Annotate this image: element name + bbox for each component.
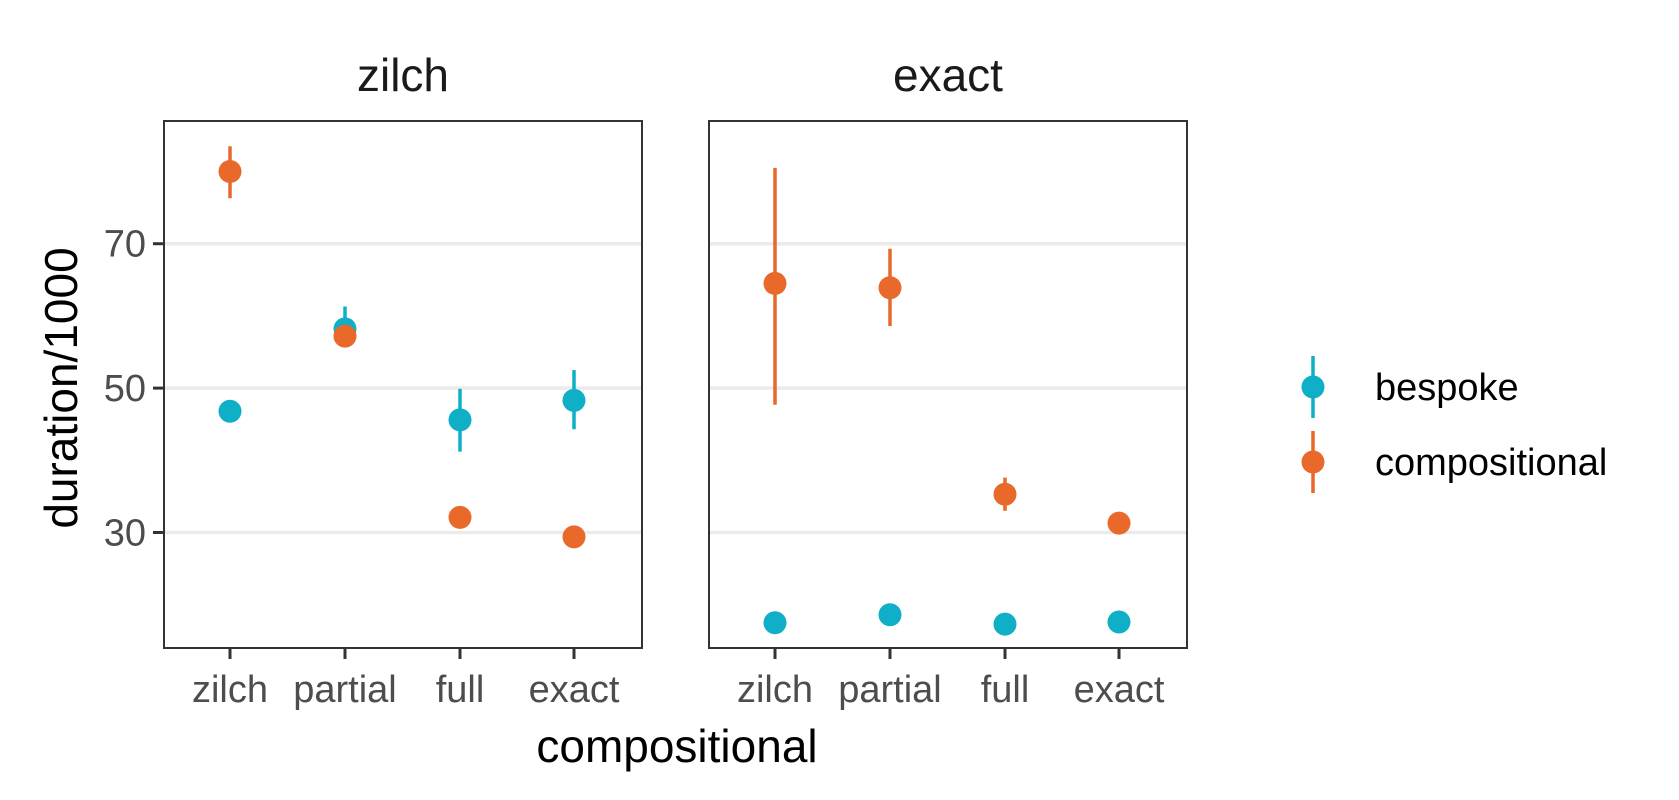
facet-panel: exact zilch partial full exact [708, 49, 1188, 711]
x-tick-label: exact [1074, 669, 1165, 711]
x-tick-label: zilch [192, 669, 268, 711]
data-point [878, 276, 902, 300]
data-point [993, 612, 1017, 636]
data-point [993, 482, 1017, 506]
y-axis-title: duration/1000 [35, 247, 87, 528]
panel-border [163, 120, 643, 649]
legend-label: compositional [1375, 442, 1607, 484]
data-point [763, 271, 787, 295]
x-tick-label: partial [838, 669, 942, 711]
x-axis-title: compositional [536, 720, 817, 772]
legend-key-point [1301, 450, 1325, 474]
legend: bespoke compositional [1301, 356, 1607, 493]
data-point [1107, 511, 1131, 535]
y-tick-label: 30 [104, 512, 146, 554]
data-point [448, 408, 472, 432]
data-point [218, 160, 242, 184]
x-tick-label: exact [529, 669, 620, 711]
data-point [1107, 610, 1131, 634]
legend-key-point [1301, 375, 1325, 399]
y-tick-label: 50 [104, 368, 146, 410]
panel-border [708, 120, 1188, 649]
legend-label: bespoke [1375, 367, 1519, 409]
x-tick-label: zilch [737, 669, 813, 711]
data-point [763, 611, 787, 635]
facet-panel: zilch zilch partial full exact 30 50 70 [104, 49, 643, 711]
x-tick-label: full [981, 669, 1030, 711]
data-point [562, 388, 586, 412]
y-tick-label: 70 [104, 224, 146, 266]
data-point [448, 505, 472, 529]
data-point [333, 324, 357, 348]
data-point [218, 399, 242, 423]
x-tick-label: full [436, 669, 485, 711]
facet-title: exact [893, 49, 1003, 101]
x-tick-label: partial [293, 669, 397, 711]
data-point [562, 525, 586, 549]
facet-title: zilch [357, 49, 449, 101]
data-point [878, 603, 902, 627]
